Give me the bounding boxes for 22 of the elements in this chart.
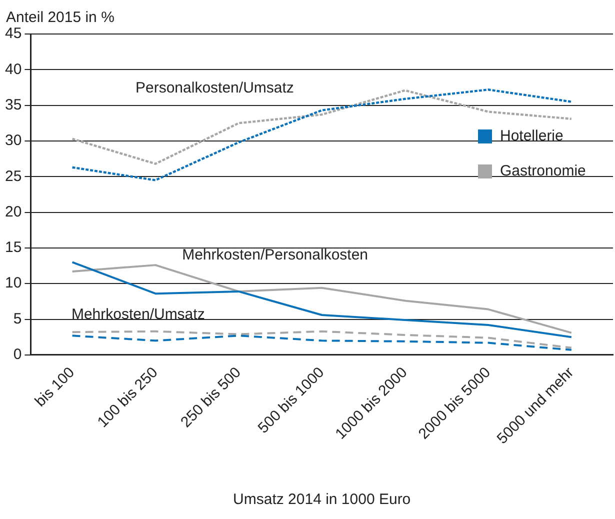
x-axis-title: Umsatz 2014 in 1000 Euro	[233, 491, 411, 508]
y-tick-label: 35	[4, 96, 22, 114]
y-tick-label: 25	[4, 168, 22, 185]
x-tick-label: bis 100	[32, 364, 78, 410]
y-tick-label: 40	[4, 60, 22, 78]
legend-label: Gastronomie	[500, 162, 586, 180]
annotation: Personalkosten/Umsatz	[136, 80, 294, 97]
y-tick-label: 30	[4, 132, 22, 150]
y-tick-label: 15	[4, 239, 22, 256]
y-tick-label: 5	[13, 310, 22, 328]
y-tick-label: 10	[4, 274, 22, 292]
x-tick-label: 100 bis 250	[94, 364, 162, 431]
y-axis-title: Anteil 2015 in %	[6, 9, 114, 26]
y-tick-label: 45	[4, 25, 22, 42]
legend-label: Hotellerie	[500, 128, 564, 145]
annotation: Mehrkosten/Personalkosten	[182, 246, 368, 264]
x-tick-label: 250 bis 500	[178, 364, 244, 431]
y-tick-label: 0	[13, 346, 22, 364]
line-series	[71, 330, 572, 349]
y-tick-label: 20	[4, 203, 22, 220]
annotation: Mehrkosten/Umsatz	[71, 306, 205, 323]
line-series	[71, 334, 572, 351]
